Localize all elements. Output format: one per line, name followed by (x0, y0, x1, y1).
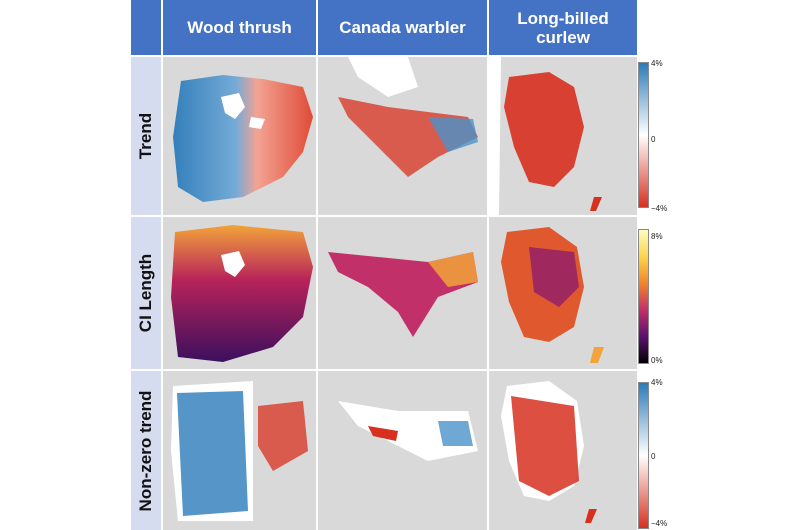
non-zero-colorbar-min: −4% (651, 519, 668, 528)
column-header-wood-thrush: Wood thrush (163, 0, 316, 55)
column-header-canada-warbler: Canada warbler (318, 0, 487, 55)
trend-colorbar-max: 4% (651, 59, 663, 68)
non-zero-colorbar-max: 4% (651, 378, 663, 387)
range-increase (177, 391, 248, 516)
range-edge (428, 252, 478, 287)
column-header-long-billed-curlew: Long-billed curlew (489, 0, 637, 55)
lakes (221, 251, 245, 277)
trend-colorbar-mid: 0 (651, 135, 656, 144)
range-south (590, 197, 602, 211)
range-decrease (258, 401, 308, 471)
map-long-billed-curlew-trend (489, 57, 637, 215)
water (348, 57, 418, 97)
range-region (173, 75, 313, 202)
row-label-text: CI Length (136, 253, 155, 333)
row-label-non-zero-trend: Non-zero trend (131, 371, 161, 530)
ci-colorbar-max: 8% (651, 232, 663, 241)
map-wood-thrush-ci-length (163, 217, 316, 369)
range-south (590, 347, 604, 363)
row-label-ci-length: CI Length (131, 217, 161, 369)
row-label-trend: Trend (131, 57, 161, 215)
map-long-billed-curlew-non-zero-trend (489, 371, 637, 530)
range-region (338, 97, 478, 177)
range-region (171, 225, 313, 362)
map-canada-warbler-trend (318, 57, 487, 215)
column-header-label: Wood thrush (187, 18, 292, 37)
range-core (529, 247, 579, 307)
row-label-text: Trend (136, 112, 155, 160)
trend-colorbar (638, 62, 649, 208)
map-long-billed-curlew-ci-length (489, 217, 637, 369)
non-zero-colorbar-mid: 0 (651, 452, 656, 461)
map-wood-thrush-trend (163, 57, 316, 215)
range-region (504, 72, 584, 187)
header-corner (131, 0, 161, 55)
map-canada-warbler-non-zero-trend (318, 371, 487, 530)
row-label-text: Non-zero trend (136, 390, 155, 511)
water (489, 57, 501, 215)
map-wood-thrush-non-zero-trend (163, 371, 316, 530)
range-increase (428, 117, 478, 152)
map-canada-warbler-ci-length (318, 217, 487, 369)
range-decrease (511, 396, 579, 496)
ci-colorbar (638, 229, 649, 364)
range-south (585, 509, 597, 523)
range-increase (438, 421, 473, 446)
column-header-label: Long-billed curlew (517, 8, 609, 47)
lakes (221, 93, 265, 129)
range-decrease (368, 426, 398, 441)
trend-colorbar-min: −4% (651, 204, 668, 213)
column-header-label: Canada warbler (339, 18, 466, 37)
non-zero-colorbar (638, 382, 649, 529)
ci-colorbar-min: 0% (651, 356, 663, 365)
